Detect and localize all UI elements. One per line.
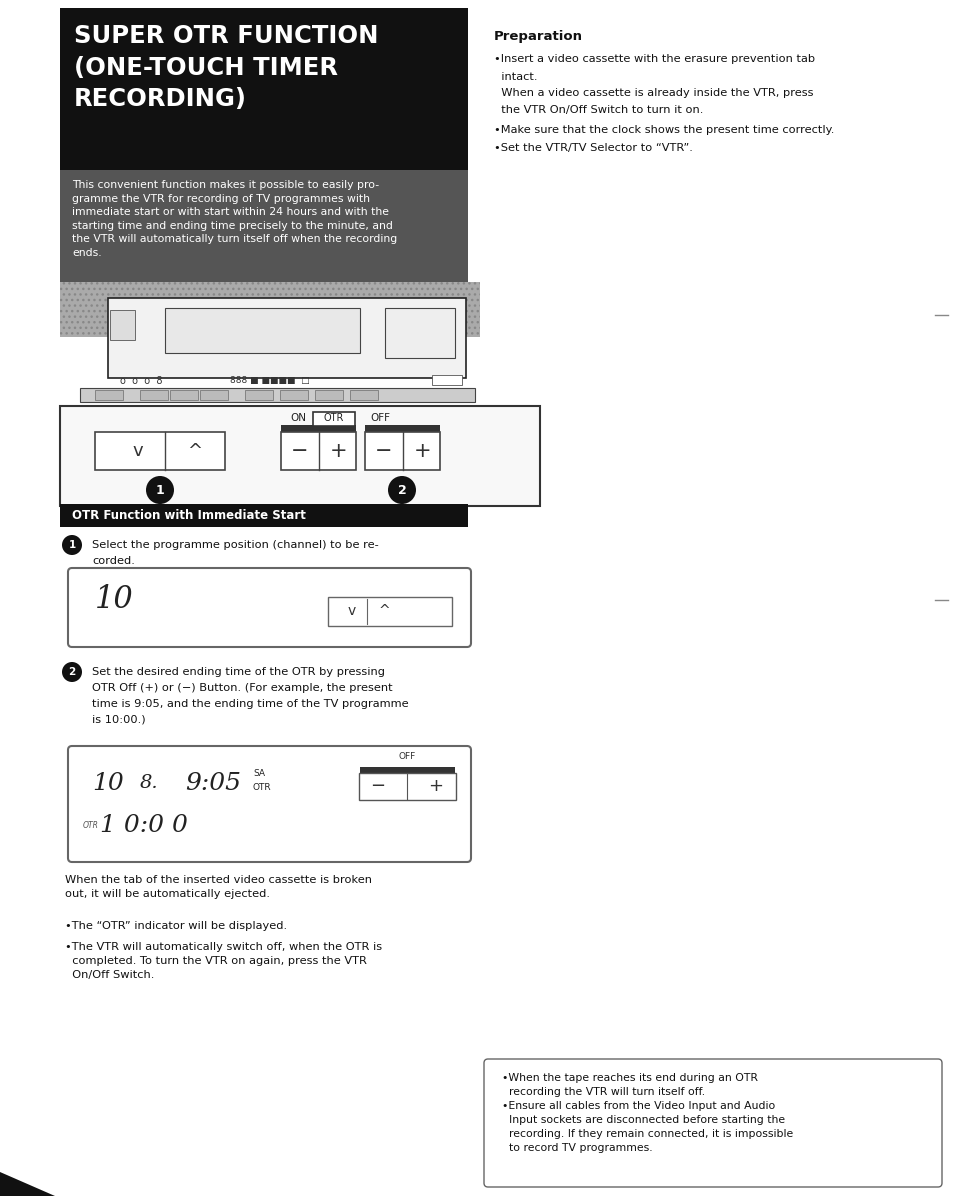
Text: ^: ^	[377, 604, 390, 618]
Text: Select the programme position (channel) to be re-: Select the programme position (channel) …	[91, 541, 378, 550]
Text: When the tab of the inserted video cassette is broken
out, it will be automatica: When the tab of the inserted video casse…	[65, 875, 372, 899]
FancyBboxPatch shape	[68, 568, 471, 647]
Bar	[60, 405, 539, 506]
Point	[396, 425, 408, 439]
Bar	[359, 767, 455, 774]
Text: v: v	[132, 443, 143, 460]
Text: 10: 10	[91, 771, 124, 794]
Point	[313, 463, 324, 477]
Bar	[350, 390, 377, 399]
Bar	[170, 390, 198, 399]
Text: OTR: OTR	[323, 413, 344, 423]
Text: −: −	[370, 777, 385, 795]
Polygon shape	[60, 490, 539, 498]
Bar	[60, 170, 468, 282]
FancyBboxPatch shape	[68, 746, 471, 862]
Text: 8.: 8.	[140, 774, 158, 792]
Text: 9:05: 9:05	[185, 771, 241, 794]
Text: 1: 1	[69, 541, 75, 550]
Text: ^: ^	[187, 443, 202, 460]
Point	[313, 425, 324, 439]
Text: 10: 10	[95, 585, 133, 616]
FancyBboxPatch shape	[358, 773, 456, 800]
Text: the VTR On/Off Switch to turn it on.: the VTR On/Off Switch to turn it on.	[494, 105, 702, 115]
Text: 2: 2	[69, 667, 75, 677]
Point	[401, 792, 413, 806]
Bar	[314, 390, 343, 399]
Text: OTR: OTR	[253, 782, 272, 792]
Text: −: −	[375, 441, 393, 460]
Bar	[165, 309, 359, 353]
Text: SA: SA	[253, 769, 265, 777]
Text: •The VTR will automatically switch off, when the OTR is
  completed. To turn the: •The VTR will automatically switch off, …	[65, 942, 382, 980]
Bar	[108, 298, 465, 378]
Polygon shape	[60, 405, 539, 490]
Bar	[60, 8, 468, 170]
Bar	[245, 390, 273, 399]
Point	[396, 463, 408, 477]
Bar	[385, 309, 455, 358]
Bar	[280, 390, 308, 399]
Bar	[365, 425, 439, 432]
Circle shape	[62, 663, 82, 682]
Text: OTR: OTR	[83, 822, 99, 830]
FancyBboxPatch shape	[483, 1058, 941, 1186]
Point	[401, 767, 413, 781]
Text: When a video cassette is already inside the VTR, press: When a video cassette is already inside …	[494, 89, 813, 98]
Text: +: +	[428, 777, 443, 795]
Text: This convenient function makes it possible to easily pro-
gramme the VTR for rec: This convenient function makes it possib…	[71, 181, 396, 258]
Bar	[281, 425, 355, 432]
Text: •Make sure that the clock shows the present time correctly.: •Make sure that the clock shows the pres…	[494, 126, 834, 135]
Text: SUPER OTR FUNCTION
(ONE-TOUCH TIMER
RECORDING): SUPER OTR FUNCTION (ONE-TOUCH TIMER RECO…	[74, 24, 378, 111]
Text: •When the tape reaches its end during an OTR
  recording the VTR will turn itsel: •When the tape reaches its end during an…	[501, 1073, 792, 1153]
Text: 1 0:0 0: 1 0:0 0	[100, 814, 188, 837]
Text: •The “OTR” indicator will be displayed.: •The “OTR” indicator will be displayed.	[65, 921, 287, 930]
Bar	[80, 388, 475, 402]
Circle shape	[62, 535, 82, 555]
Bar	[60, 282, 479, 337]
Text: 1: 1	[155, 483, 164, 496]
Bar	[313, 411, 355, 426]
Bar	[95, 432, 225, 470]
Bar	[95, 390, 123, 399]
Bar	[110, 310, 135, 340]
Text: +: +	[330, 441, 348, 460]
Text: +: +	[414, 441, 432, 460]
Bar	[60, 504, 468, 527]
Text: v: v	[348, 604, 355, 618]
Text: time is 9:05, and the ending time of the TV programme: time is 9:05, and the ending time of the…	[91, 698, 408, 709]
Circle shape	[388, 476, 416, 504]
Text: intact.: intact.	[494, 72, 537, 83]
Point	[361, 617, 373, 631]
Bar	[60, 282, 479, 337]
Text: OTR Off (+) or (−) Button. (For example, the present: OTR Off (+) or (−) Button. (For example,…	[91, 683, 393, 692]
Bar	[200, 390, 228, 399]
Polygon shape	[0, 1172, 55, 1196]
Text: •Insert a video cassette with the erasure prevention tab: •Insert a video cassette with the erasur…	[494, 54, 814, 65]
Text: 2: 2	[397, 483, 406, 496]
Text: o  o  o  8: o o o 8	[120, 376, 162, 386]
Text: corded.: corded.	[91, 556, 134, 566]
FancyBboxPatch shape	[328, 597, 452, 626]
Text: ON: ON	[290, 413, 306, 423]
Text: OFF: OFF	[370, 413, 390, 423]
Text: −: −	[291, 441, 309, 460]
Text: •Set the VTR/TV Selector to “VTR”.: •Set the VTR/TV Selector to “VTR”.	[494, 144, 692, 153]
Point	[159, 425, 171, 439]
Point	[361, 592, 373, 606]
Text: Set the desired ending time of the OTR by pressing: Set the desired ending time of the OTR b…	[91, 667, 385, 677]
Text: OTR Function with Immediate Start: OTR Function with Immediate Start	[71, 509, 306, 521]
Text: Preparation: Preparation	[494, 30, 582, 43]
Text: OFF: OFF	[398, 752, 416, 761]
Bar	[432, 376, 461, 385]
Circle shape	[146, 476, 173, 504]
Point	[159, 463, 171, 477]
Text: 888 ■ ■■■■  □: 888 ■ ■■■■ □	[230, 376, 310, 385]
Bar	[140, 390, 168, 399]
Bar	[365, 432, 439, 470]
Bar	[281, 432, 355, 470]
Text: is 10:00.): is 10:00.)	[91, 715, 146, 725]
